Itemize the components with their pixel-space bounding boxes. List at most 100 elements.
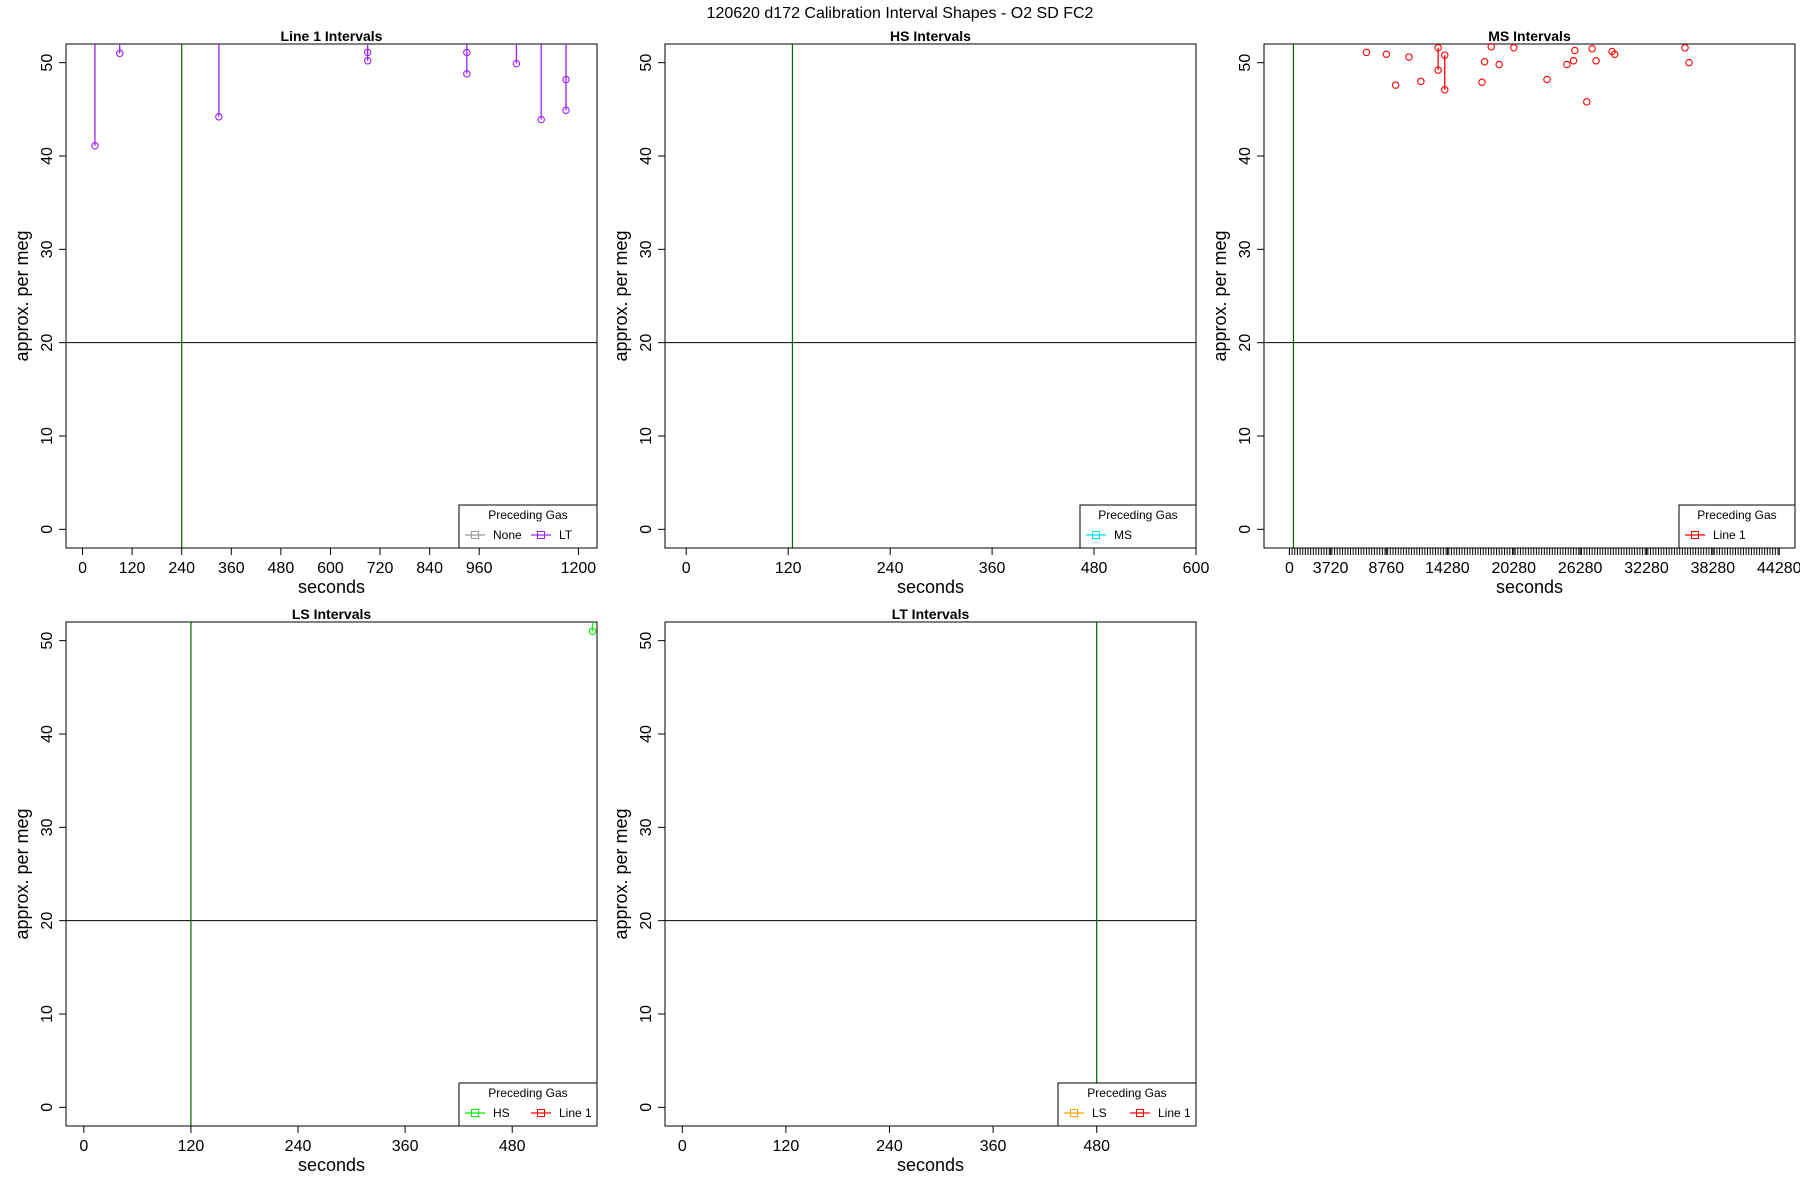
data-point bbox=[463, 70, 471, 78]
y-tick-label: 40 bbox=[39, 147, 56, 165]
legend: Preceding Gas Line 1 bbox=[1678, 504, 1796, 549]
x-axis-title: seconds bbox=[298, 1155, 365, 1175]
data-point bbox=[1362, 48, 1371, 57]
x-axis-title: seconds bbox=[298, 577, 365, 597]
figure-title: 120620 d172 Calibration Interval Shapes … bbox=[707, 5, 1094, 22]
y-tick-label: 40 bbox=[1237, 147, 1254, 165]
data-point bbox=[1382, 50, 1391, 59]
chart-panel: Line 1 Intervals 0 120 240 360 480 600 720 840 96… bbox=[12, 28, 598, 597]
chart-panel: LS Intervals 0 120 240 360 480 seconds 0 10 20 30 4… bbox=[12, 606, 598, 1175]
legend-swatch-marker bbox=[1070, 1109, 1078, 1117]
data-point bbox=[115, 49, 124, 58]
data-point bbox=[537, 115, 545, 124]
legend-item: Line 1 bbox=[1685, 528, 1746, 542]
data-point bbox=[1610, 50, 1619, 59]
legend-label: LT bbox=[559, 528, 573, 542]
y-axis-title: approx. per meg bbox=[12, 230, 32, 361]
legend-item: HS bbox=[465, 1106, 510, 1120]
legend: Preceding Gas MS bbox=[1079, 504, 1197, 549]
y-tick-label: 30 bbox=[39, 240, 56, 258]
data-point bbox=[512, 59, 521, 68]
data-point bbox=[1583, 98, 1591, 106]
y-tick-label: 50 bbox=[39, 632, 56, 650]
y-axis: 0 10 20 30 40 50 approx. per meg bbox=[611, 54, 666, 534]
legend-swatch-marker bbox=[471, 531, 479, 539]
panel-title: MS Intervals bbox=[1488, 28, 1571, 44]
x-tick-label: 26280 bbox=[1558, 560, 1603, 577]
data-point bbox=[562, 75, 570, 84]
legend-swatch-marker bbox=[1691, 531, 1699, 539]
y-axis-title: approx. per meg bbox=[12, 808, 32, 939]
y-tick-label: 0 bbox=[39, 1103, 56, 1112]
data-point bbox=[1480, 57, 1489, 66]
data-point bbox=[1434, 43, 1442, 52]
legend-swatch-marker bbox=[537, 531, 545, 539]
y-tick-label: 0 bbox=[638, 525, 655, 534]
data-point bbox=[1441, 51, 1449, 59]
y-axis-title: approx. per meg bbox=[611, 230, 631, 361]
panel-title: LS Intervals bbox=[292, 606, 372, 622]
panels: Line 1 Intervals 0 120 240 360 480 600 720 840 96… bbox=[12, 28, 1800, 1175]
legend: Preceding Gas LS Line 1 bbox=[1057, 1082, 1197, 1127]
data-point bbox=[363, 48, 372, 57]
y-tick-label: 40 bbox=[638, 147, 655, 165]
x-axis-title: seconds bbox=[897, 1155, 964, 1175]
plot-area bbox=[66, 622, 597, 1126]
legend-item: LT bbox=[531, 528, 573, 542]
x-tick-label: 960 bbox=[466, 560, 493, 577]
y-tick-label: 20 bbox=[638, 334, 655, 352]
x-tick-label: 32280 bbox=[1624, 560, 1669, 577]
chart-panel: LT Intervals 0 120 240 360 480 seconds 0 10 20 30 4… bbox=[611, 606, 1197, 1175]
plot-area bbox=[665, 622, 1196, 1126]
chart-panel: HS Intervals 0 120 240 360 480 600 seconds 0 10 20… bbox=[611, 28, 1210, 597]
x-tick-label: 14280 bbox=[1425, 560, 1470, 577]
legend-label: Line 1 bbox=[1713, 528, 1746, 542]
panel-title: LT Intervals bbox=[892, 606, 970, 622]
x-tick-label: 480 bbox=[1083, 1138, 1110, 1155]
x-axis: 0 120 240 360 480 600 720 840 960 1200 seconds bbox=[78, 547, 597, 597]
x-tick-label: 480 bbox=[268, 560, 295, 577]
y-axis: 0 10 20 30 40 50 approx. per meg bbox=[611, 632, 666, 1112]
legend-box bbox=[1678, 504, 1796, 549]
x-tick-label: 0 bbox=[79, 1138, 88, 1155]
legend-title: Preceding Gas bbox=[488, 1086, 567, 1100]
x-tick-label: 38280 bbox=[1691, 560, 1736, 577]
legend-swatch-marker bbox=[1092, 531, 1100, 539]
x-tick-label: 240 bbox=[876, 1138, 903, 1155]
data-point bbox=[1569, 57, 1578, 65]
x-tick-label: 120 bbox=[178, 1138, 205, 1155]
legend-box bbox=[458, 504, 598, 549]
x-tick-label: 120 bbox=[773, 1138, 800, 1155]
y-tick-label: 20 bbox=[39, 912, 56, 930]
data-point bbox=[1495, 60, 1503, 69]
chart-panel: MS Intervals 0 3720 8760 14280 20280 26280 3228… bbox=[1210, 28, 1800, 597]
data-point bbox=[363, 57, 372, 65]
data-point bbox=[91, 141, 99, 150]
y-tick-label: 20 bbox=[638, 912, 655, 930]
data-point bbox=[1391, 81, 1400, 89]
x-tick-label: 120 bbox=[119, 560, 146, 577]
legend-item: Line 1 bbox=[531, 1106, 592, 1120]
legend-swatch-marker bbox=[471, 1109, 479, 1117]
data-point bbox=[1487, 43, 1495, 51]
x-tick-label: 20280 bbox=[1492, 560, 1537, 577]
data-point bbox=[1685, 58, 1693, 67]
data-point bbox=[463, 48, 471, 57]
y-tick-label: 10 bbox=[638, 427, 655, 445]
legend-label: Line 1 bbox=[559, 1106, 592, 1120]
y-axis: 0 10 20 30 40 50 approx. per meg bbox=[12, 54, 67, 534]
y-tick-label: 50 bbox=[1237, 54, 1254, 72]
y-tick-label: 10 bbox=[638, 1005, 655, 1023]
x-tick-label: 0 bbox=[678, 1138, 687, 1155]
x-axis-title: seconds bbox=[1496, 577, 1563, 597]
legend-label: MS bbox=[1114, 528, 1132, 542]
data-point bbox=[1681, 43, 1689, 52]
x-tick-label: 3720 bbox=[1313, 560, 1349, 577]
x-tick-label: 360 bbox=[218, 560, 245, 577]
y-tick-label: 40 bbox=[39, 725, 56, 743]
x-tick-label: 1200 bbox=[561, 560, 597, 577]
x-tick-label: 240 bbox=[168, 560, 195, 577]
x-axis: 0 120 240 360 480 seconds bbox=[79, 1125, 526, 1175]
legend-box bbox=[458, 1082, 598, 1127]
